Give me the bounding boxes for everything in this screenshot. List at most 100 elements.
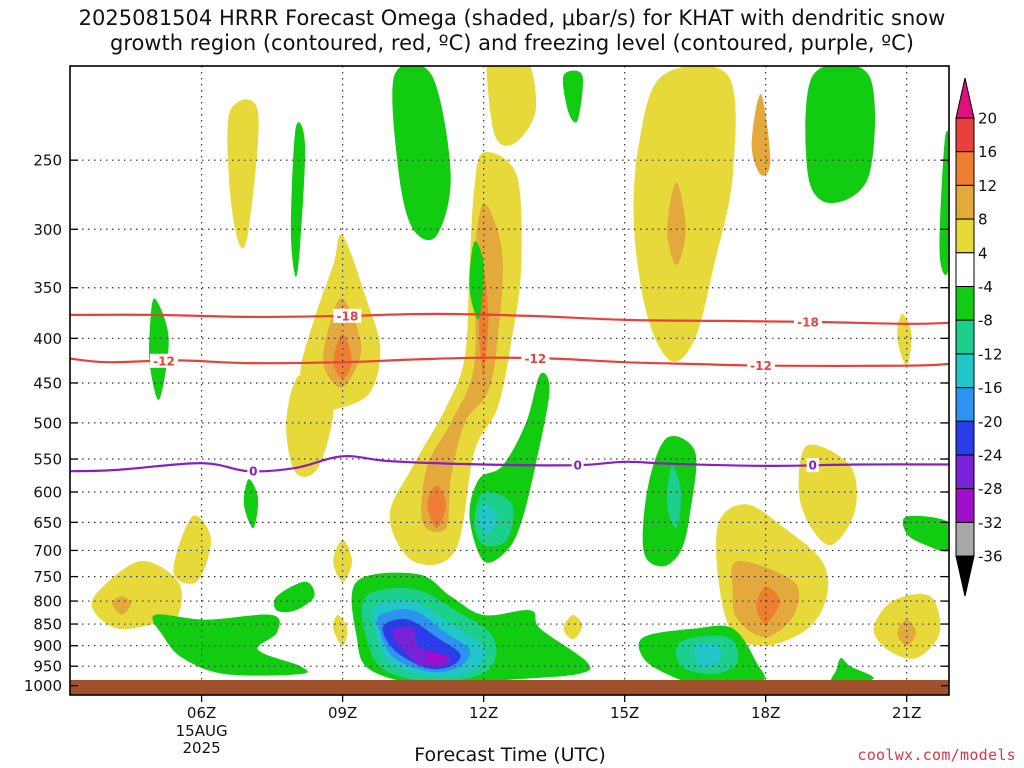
omega-region: [751, 93, 771, 176]
contour-label: 0: [573, 459, 581, 473]
colorbar-label: -36: [978, 548, 1003, 566]
colorbar-label: -32: [978, 514, 1003, 532]
y-axis: 250 300 350 400 450 500 550 600 650 700 750 800 850 9…: [24, 152, 949, 695]
contour-label-bg: [521, 351, 550, 366]
omega-region: [333, 615, 348, 646]
contour-label-bg: [806, 458, 819, 473]
colorbar-band: [955, 151, 975, 186]
colorbar-band: [955, 286, 975, 321]
omega-region: [392, 66, 451, 241]
y-tick-label: 500: [33, 414, 62, 432]
y-tick-label: 250: [33, 152, 62, 170]
contour-label: -18: [797, 315, 819, 329]
omega-region: [562, 70, 584, 123]
colorbar-label: -16: [978, 379, 1003, 397]
contour-label-bg: [793, 314, 822, 329]
colorbar-band: [955, 117, 975, 153]
y-tick-label: 1000: [24, 677, 62, 695]
y-tick-label: 550: [33, 451, 62, 469]
y-tick-label: 450: [33, 374, 62, 392]
colorbar-label: -28: [978, 480, 1003, 498]
omega-region: [173, 515, 212, 584]
omega-region: [902, 515, 949, 552]
x-tick-label: 06Z: [187, 704, 216, 722]
colorbar-band: [955, 218, 975, 254]
contour-label: -12: [525, 352, 547, 366]
isotherm-contours: -18 -18 -12 -12 -12 0 0 0: [70, 308, 949, 478]
x-tick-label: 21Z: [892, 704, 921, 722]
colorbar-label: 20: [978, 110, 997, 128]
colorbar-band: [955, 387, 975, 422]
colorbar-label: 12: [978, 177, 997, 195]
y-tick-label: 700: [33, 542, 62, 560]
omega-region: [427, 485, 446, 529]
chart-title: 2025081504 HRRR Forecast Omega (shaded, …: [0, 6, 1024, 56]
plot-frame: [69, 65, 950, 696]
x-tick-label: 18Z: [751, 704, 780, 722]
colorbar-band: [955, 454, 975, 490]
y-tick-label: 850: [33, 616, 62, 634]
contour-label: -12: [750, 359, 772, 373]
omega-region: [563, 614, 583, 640]
contour-label-bg: [150, 353, 179, 368]
colorbar-band: [955, 319, 975, 355]
contour-label: 0: [249, 464, 257, 478]
colorbar-label: -4: [978, 278, 993, 296]
x-tick-label: 09Z: [328, 704, 357, 722]
title-line-2: growth region (contoured, red, ºC) and f…: [110, 31, 914, 55]
y-tick-label: 600: [33, 484, 62, 502]
isotherm-line: [70, 312, 949, 325]
omega-region: [756, 586, 780, 625]
omega-region: [227, 99, 259, 249]
colorbar-band: [955, 252, 975, 288]
contour-label-bg: [571, 458, 584, 473]
colorbar-band: [955, 353, 975, 389]
omega-region: [805, 66, 876, 204]
ground-surface: [70, 680, 949, 695]
omega-region: [112, 596, 132, 615]
contour-label-bg: [333, 308, 362, 323]
colorbar-label: -24: [978, 447, 1003, 465]
x-axis-title: Forecast Time (UTC): [414, 744, 606, 766]
contour-label: 0: [809, 459, 817, 473]
contour-label-bg: [746, 358, 775, 373]
isotherm-line: [70, 455, 949, 473]
contour-label: -18: [336, 309, 358, 323]
colorbar-label: 4: [978, 244, 988, 262]
omega-region: [666, 465, 682, 529]
contour-label: -12: [153, 354, 175, 368]
omega-region: [152, 614, 308, 676]
omega-region: [667, 182, 686, 266]
colorbar-band: [955, 488, 975, 523]
colorbar-band: [955, 420, 975, 456]
colorbar-band: [955, 184, 975, 220]
y-tick-label: 300: [33, 221, 62, 239]
x-tick-label: 12Z: [469, 704, 498, 722]
omega-region: [830, 658, 874, 685]
omega-region: [897, 313, 912, 366]
y-tick-label: 800: [33, 593, 62, 611]
omega-region: [478, 504, 498, 534]
colorbar-label: -8: [978, 312, 993, 330]
y-tick-label: 350: [33, 279, 62, 297]
y-tick-label: 950: [33, 658, 62, 676]
x-tick-sublabel: 2025: [183, 739, 221, 757]
x-tick-label: 15Z: [610, 704, 639, 722]
omega-region: [290, 122, 306, 277]
omega-region: [286, 373, 334, 477]
site-credit[interactable]: coolwx.com/models: [857, 746, 1016, 764]
colorbar-label: -20: [978, 413, 1003, 431]
contour-label-bg: [247, 463, 260, 478]
omega-region: [897, 619, 917, 646]
y-tick-label: 650: [33, 514, 62, 532]
omega-region: [425, 651, 447, 665]
omega-region: [486, 66, 536, 146]
omega-region: [333, 333, 352, 379]
omega-region: [273, 581, 315, 613]
colorbar-label: 8: [978, 211, 988, 229]
omega-region: [694, 643, 722, 668]
omega-region: [148, 298, 169, 401]
x-tick-sublabel: 15AUG: [176, 722, 228, 740]
